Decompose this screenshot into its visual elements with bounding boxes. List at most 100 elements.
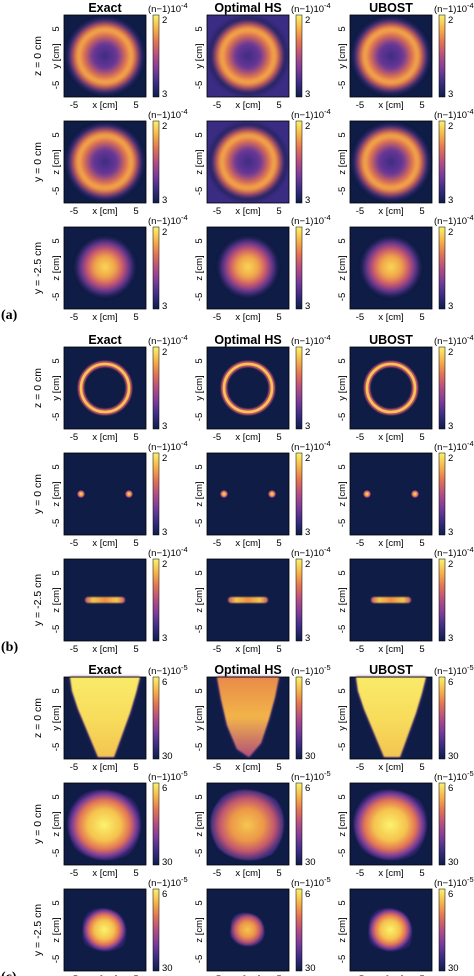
colorbar-bottom-label: 30 [162, 857, 173, 868]
right-dot [410, 489, 420, 499]
x-tick-label: -5 [70, 432, 78, 443]
colorbar-unit: (n−1)10-4 [291, 333, 331, 347]
blob-field [210, 789, 284, 861]
image-frame [206, 676, 290, 760]
colorbar [152, 888, 160, 972]
small-blob-field [82, 908, 127, 952]
colorbar-top-label: 2 [305, 227, 310, 238]
colorbar-unit: (n−1)10-4 [434, 333, 474, 347]
colorbar [152, 452, 160, 536]
colorbar-unit: (n−1)10-5 [148, 875, 188, 889]
colorbar-unit-exponent: -4 [467, 1, 474, 10]
colorbar-bottom-label: 30 [162, 963, 173, 974]
y-tick-label: 5 [194, 794, 205, 799]
colorbar-unit: (n−1)10-4 [291, 439, 331, 453]
column-title: UBOST [369, 1, 413, 15]
colorbar-unit: (n−1)10-5 [434, 875, 474, 889]
colorbar-unit-exponent: -5 [467, 875, 474, 884]
plume-field [217, 677, 279, 757]
colorbar-bottom-label: 3 [305, 89, 310, 100]
colorbar-unit: (n−1)10-4 [148, 545, 188, 559]
subplot: Exact (n−1)10-4 5 -5 y [cm] -5 x [cm] 5 2 3 [51, 333, 188, 443]
y-tick-label: 5 [337, 570, 348, 575]
left-dot [362, 489, 372, 499]
column-title: UBOST [369, 663, 413, 677]
y-axis-label: z [cm] [337, 917, 348, 942]
colorbar-bottom-label: 30 [305, 857, 316, 868]
panel-label: (a) [1, 308, 18, 323]
x-tick-label: 5 [419, 432, 424, 443]
x-axis-label: x [cm] [92, 312, 117, 323]
subplot: (n−1)10-4 5 -5 z [cm] -5 x [cm] 5 2 3 [194, 545, 331, 655]
x-axis-label: x [cm] [235, 762, 260, 773]
subplot: (n−1)10-4 5 -5 z [cm] -5 x [cm] 5 2 3 [51, 107, 188, 217]
colorbar-unit-exponent: -4 [324, 107, 331, 116]
colorbar [438, 558, 446, 642]
x-axis-label: x [cm] [235, 538, 260, 549]
colorbar-unit: (n−1)10-4 [148, 1, 188, 15]
colorbar-bottom-label: 3 [305, 195, 310, 206]
colorbar-unit-exponent: -5 [324, 663, 331, 672]
colorbar-unit-base: (n−1)10 [291, 772, 324, 783]
colorbar-unit-exponent: -4 [181, 545, 188, 554]
image-background [207, 453, 289, 535]
colorbar-bottom-label: 3 [305, 633, 310, 644]
row-label: y = 0 cm [32, 142, 44, 182]
colorbar-bottom-label: 30 [448, 751, 459, 762]
x-tick-label: 5 [419, 312, 424, 323]
colorbar-unit: (n−1)10-4 [148, 213, 188, 227]
image-frame [349, 452, 433, 536]
colorbar-unit-exponent: -4 [467, 213, 474, 222]
x-tick-label: 5 [133, 974, 138, 976]
y-axis-label: y [cm] [194, 375, 205, 400]
y-tick-label: -5 [51, 743, 62, 751]
y-tick-label: -5 [194, 187, 205, 195]
y-axis-label: z [cm] [337, 255, 348, 280]
column-title: Optimal HS [214, 663, 281, 677]
y-axis-label: z [cm] [194, 917, 205, 942]
colorbar-unit-exponent: -4 [181, 213, 188, 222]
panel-label: (c) [1, 970, 17, 976]
x-axis-label: x [cm] [235, 206, 260, 217]
colorbar-unit: (n−1)10-4 [291, 1, 331, 15]
y-tick-label: -5 [51, 187, 62, 195]
x-tick-label: -5 [70, 868, 78, 879]
x-tick-label: 5 [276, 644, 281, 655]
colorbar-unit-exponent: -4 [467, 107, 474, 116]
x-tick-label: -5 [70, 538, 78, 549]
plume-field [356, 677, 426, 757]
y-tick-label: 5 [337, 26, 348, 31]
row-label: y = 0 cm [32, 804, 44, 844]
y-axis-label: z [cm] [51, 811, 62, 836]
colorbar-unit-base: (n−1)10 [291, 110, 324, 121]
right-dot [267, 489, 277, 499]
colorbar [438, 452, 446, 536]
x-tick-label: 5 [133, 538, 138, 549]
y-axis-label: z [cm] [51, 149, 62, 174]
ring-core [79, 362, 131, 414]
image-frame [349, 888, 433, 972]
colorbar-bottom-label: 3 [162, 301, 167, 312]
image-background [64, 453, 146, 535]
x-tick-label: 5 [419, 100, 424, 111]
colorbar-unit-exponent: -4 [181, 107, 188, 116]
colorbar-unit-exponent: -4 [467, 333, 474, 342]
x-tick-label: -5 [356, 868, 364, 879]
y-tick-label: 5 [337, 688, 348, 693]
y-tick-label: 5 [194, 464, 205, 469]
subplot: (n−1)10-4 5 -5 z [cm] -5 x [cm] 5 2 3 [337, 439, 474, 549]
colorbar-bottom-label: 3 [448, 301, 453, 312]
x-tick-label: -5 [356, 644, 364, 655]
y-tick-label: 5 [337, 358, 348, 363]
colorbar [295, 120, 303, 204]
colorbar-unit-exponent: -4 [467, 439, 474, 448]
colorbar-unit-exponent: -5 [181, 875, 188, 884]
x-axis-label: x [cm] [378, 538, 403, 549]
colorbar-unit-exponent: -5 [467, 769, 474, 778]
colorbar [295, 346, 303, 430]
y-tick-label: 5 [51, 132, 62, 137]
colorbar-unit-exponent: -4 [324, 333, 331, 342]
panel-row: y = -2.5 cm(n−1)10-45-5z [cm]-5 x [cm] 523… [32, 545, 474, 655]
x-tick-label: 5 [133, 312, 138, 323]
